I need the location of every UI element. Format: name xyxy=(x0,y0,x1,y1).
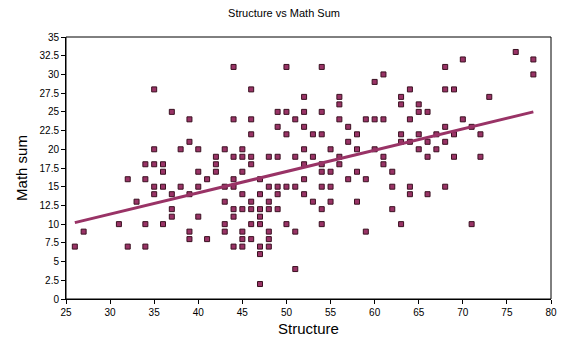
svg-text:15: 15 xyxy=(48,181,60,192)
svg-text:70: 70 xyxy=(457,307,469,318)
svg-text:12.5: 12.5 xyxy=(40,200,60,211)
svg-text:10: 10 xyxy=(48,219,60,230)
svg-text:30: 30 xyxy=(48,69,60,80)
svg-text:35: 35 xyxy=(149,307,161,318)
svg-text:35: 35 xyxy=(48,32,60,43)
svg-text:45: 45 xyxy=(237,307,249,318)
svg-text:7.5: 7.5 xyxy=(45,237,59,248)
svg-text:75: 75 xyxy=(501,307,513,318)
svg-text:65: 65 xyxy=(413,307,425,318)
svg-text:30: 30 xyxy=(105,307,117,318)
svg-text:Structure vs Math Sum: Structure vs Math Sum xyxy=(228,7,340,19)
svg-text:22.5: 22.5 xyxy=(40,125,60,136)
svg-text:Math sum: Math sum xyxy=(13,135,30,201)
svg-text:40: 40 xyxy=(193,307,205,318)
svg-text:Structure: Structure xyxy=(278,320,339,337)
svg-text:17.5: 17.5 xyxy=(40,163,60,174)
svg-text:55: 55 xyxy=(325,307,337,318)
svg-text:5: 5 xyxy=(53,256,59,267)
svg-text:32.5: 32.5 xyxy=(40,50,60,61)
svg-text:50: 50 xyxy=(281,307,293,318)
svg-text:2.5: 2.5 xyxy=(45,275,59,286)
svg-text:25: 25 xyxy=(48,106,60,117)
svg-text:0: 0 xyxy=(53,294,59,305)
svg-text:20: 20 xyxy=(48,144,60,155)
svg-text:60: 60 xyxy=(369,307,381,318)
svg-text:27.5: 27.5 xyxy=(40,88,60,99)
svg-text:25: 25 xyxy=(60,307,72,318)
svg-text:80: 80 xyxy=(545,307,557,318)
